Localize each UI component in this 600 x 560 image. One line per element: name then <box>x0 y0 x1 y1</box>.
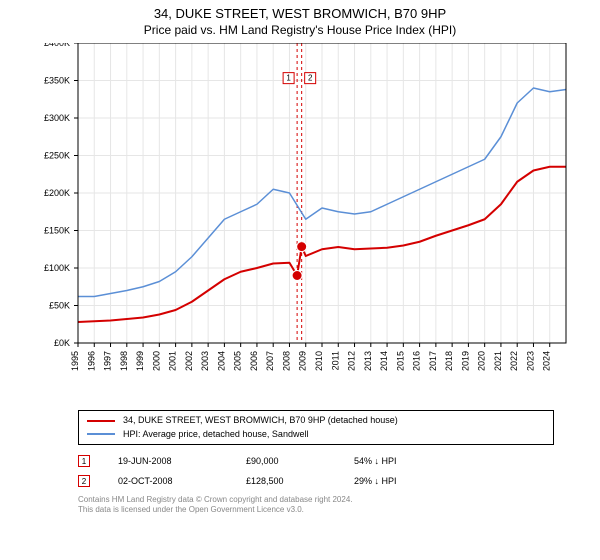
svg-text:1996: 1996 <box>86 351 96 371</box>
event-date: 19-JUN-2008 <box>118 456 218 466</box>
legend-item: 34, DUKE STREET, WEST BROMWICH, B70 9HP … <box>87 414 545 428</box>
svg-text:£200K: £200K <box>44 188 70 198</box>
svg-text:2016: 2016 <box>412 351 422 371</box>
event-delta: 29% ↓ HPI <box>354 476 397 486</box>
event-delta: 54% ↓ HPI <box>354 456 397 466</box>
legend-label: 34, DUKE STREET, WEST BROMWICH, B70 9HP … <box>123 414 398 428</box>
svg-text:2008: 2008 <box>281 351 291 371</box>
svg-text:2019: 2019 <box>460 351 470 371</box>
svg-text:£50K: £50K <box>49 301 70 311</box>
event-row: 1 19-JUN-2008 £90,000 54% ↓ HPI <box>78 455 554 467</box>
svg-text:2006: 2006 <box>249 351 259 371</box>
event-marker: 2 <box>78 475 90 487</box>
price-chart: £0K £50K £100K £150K £200K £250K £300K £350K £40… <box>6 43 594 398</box>
event-marker: 1 <box>78 455 90 467</box>
svg-text:2004: 2004 <box>216 351 226 371</box>
page-title: 34, DUKE STREET, WEST BROMWICH, B70 9HP <box>6 6 594 21</box>
event-row: 2 02-OCT-2008 £128,500 29% ↓ HPI <box>78 475 554 487</box>
footnote-line: Contains HM Land Registry data © Crown c… <box>78 495 554 505</box>
legend-item: HPI: Average price, detached house, Sand… <box>87 428 545 442</box>
svg-text:£350K: £350K <box>44 76 70 86</box>
legend-label: HPI: Average price, detached house, Sand… <box>123 428 308 442</box>
svg-text:2000: 2000 <box>151 351 161 371</box>
svg-text:2021: 2021 <box>493 351 503 371</box>
svg-text:2018: 2018 <box>444 351 454 371</box>
svg-text:2007: 2007 <box>265 351 275 371</box>
svg-text:1995: 1995 <box>70 351 80 371</box>
svg-text:1: 1 <box>286 74 291 83</box>
event-table: 1 19-JUN-2008 £90,000 54% ↓ HPI 2 02-OCT-2008… <box>78 455 554 487</box>
svg-text:2009: 2009 <box>298 351 308 371</box>
svg-text:2002: 2002 <box>184 351 194 371</box>
svg-text:£0K: £0K <box>54 338 70 348</box>
svg-text:£300K: £300K <box>44 113 70 123</box>
svg-text:1999: 1999 <box>135 351 145 371</box>
svg-text:2024: 2024 <box>542 351 552 371</box>
svg-text:1997: 1997 <box>103 351 113 371</box>
event-date: 02-OCT-2008 <box>118 476 218 486</box>
svg-text:2012: 2012 <box>347 351 357 371</box>
legend-swatch <box>87 433 115 435</box>
svg-text:2001: 2001 <box>168 351 178 371</box>
svg-text:2017: 2017 <box>428 351 438 371</box>
page-subtitle: Price paid vs. HM Land Registry's House … <box>6 23 594 37</box>
footnote-line: This data is licensed under the Open Gov… <box>78 505 554 515</box>
svg-text:2005: 2005 <box>233 351 243 371</box>
svg-text:2015: 2015 <box>395 351 405 371</box>
event-price: £128,500 <box>246 476 326 486</box>
svg-text:2003: 2003 <box>200 351 210 371</box>
legend-swatch <box>87 420 115 422</box>
svg-text:2013: 2013 <box>363 351 373 371</box>
legend: 34, DUKE STREET, WEST BROMWICH, B70 9HP … <box>78 410 554 445</box>
svg-text:2: 2 <box>308 74 313 83</box>
svg-text:£400K: £400K <box>44 43 70 48</box>
svg-text:£250K: £250K <box>44 151 70 161</box>
svg-text:1998: 1998 <box>119 351 129 371</box>
svg-text:£100K: £100K <box>44 263 70 273</box>
svg-text:2022: 2022 <box>509 351 519 371</box>
svg-text:2011: 2011 <box>330 351 340 370</box>
svg-text:2014: 2014 <box>379 351 389 371</box>
svg-text:£150K: £150K <box>44 226 70 236</box>
svg-text:2023: 2023 <box>525 351 535 371</box>
event-price: £90,000 <box>246 456 326 466</box>
footnote: Contains HM Land Registry data © Crown c… <box>78 495 554 516</box>
svg-text:2010: 2010 <box>314 351 324 371</box>
svg-text:2020: 2020 <box>477 351 487 371</box>
